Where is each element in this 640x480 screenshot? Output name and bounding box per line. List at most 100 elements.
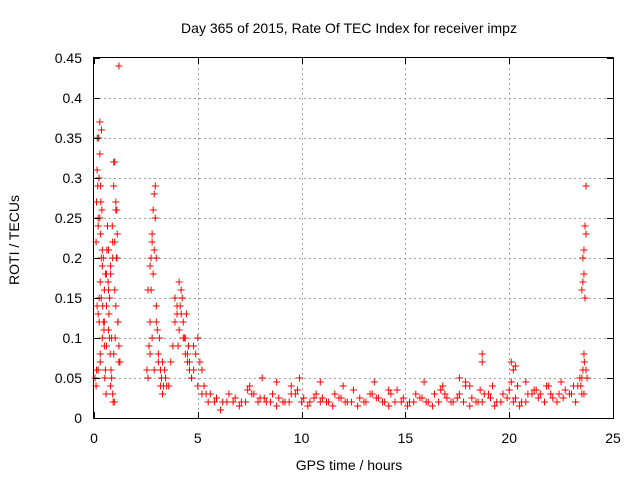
data-point	[331, 390, 339, 398]
data-point	[113, 230, 121, 238]
data-point	[275, 394, 283, 402]
data-point	[93, 166, 101, 174]
data-point	[198, 366, 206, 374]
x-tick-label: 25	[605, 430, 621, 446]
data-point	[559, 394, 567, 402]
data-point	[555, 390, 563, 398]
data-point	[184, 342, 192, 350]
data-point	[503, 394, 511, 402]
data-point	[478, 358, 486, 366]
data-point	[579, 278, 587, 286]
data-point	[173, 310, 181, 318]
data-point	[149, 206, 157, 214]
data-point	[107, 262, 115, 270]
data-point	[194, 334, 202, 342]
data-point	[509, 366, 517, 374]
data-point	[206, 390, 214, 398]
data-point	[406, 398, 414, 406]
data-point	[167, 358, 175, 366]
data-point	[578, 286, 586, 294]
data-point	[258, 374, 266, 382]
data-point	[171, 318, 179, 326]
data-point	[152, 254, 160, 262]
data-point	[155, 334, 163, 342]
data-point	[100, 318, 108, 326]
y-tick-label: 0	[74, 410, 82, 426]
data-point	[304, 402, 312, 410]
data-point	[111, 286, 119, 294]
grid-lines	[94, 58, 613, 418]
data-point	[145, 342, 153, 350]
data-point	[107, 270, 115, 278]
data-point	[102, 302, 110, 310]
data-point	[306, 398, 314, 406]
data-point	[582, 182, 590, 190]
data-point	[110, 158, 118, 166]
data-point	[579, 254, 587, 262]
data-point	[337, 394, 345, 402]
data-point	[150, 190, 158, 198]
y-tick-label: 0.3	[63, 170, 83, 186]
data-point	[466, 382, 474, 390]
y-axis-label: ROTI / TECUs	[6, 195, 22, 285]
data-point	[487, 394, 495, 402]
data-point	[97, 198, 105, 206]
data-point	[468, 394, 476, 402]
data-point	[112, 206, 120, 214]
data-point	[296, 374, 304, 382]
data-point	[198, 390, 206, 398]
data-point	[179, 318, 187, 326]
data-point	[175, 278, 183, 286]
data-point	[518, 398, 526, 406]
data-point	[511, 394, 519, 402]
data-point	[146, 318, 154, 326]
data-point	[162, 374, 170, 382]
data-point	[368, 390, 376, 398]
data-point	[462, 378, 470, 386]
data-point	[460, 398, 468, 406]
data-point	[104, 278, 112, 286]
data-point	[507, 378, 515, 386]
data-point	[381, 398, 389, 406]
data-point	[112, 302, 120, 310]
data-point	[281, 398, 289, 406]
data-point	[583, 374, 591, 382]
data-point	[148, 230, 156, 238]
data-point	[350, 386, 357, 394]
x-tick-label: 0	[90, 430, 98, 446]
data-point	[212, 394, 220, 402]
data-point	[387, 390, 395, 398]
data-point	[94, 310, 102, 318]
y-tick-label: 0.45	[55, 50, 82, 66]
data-point	[499, 390, 507, 398]
data-point	[580, 350, 588, 358]
data-point	[146, 262, 154, 270]
data-point	[557, 378, 565, 386]
data-point	[148, 238, 156, 246]
data-markers	[91, 62, 591, 414]
data-point	[105, 286, 113, 294]
data-point	[514, 382, 522, 390]
data-point	[420, 378, 428, 386]
y-tick-label: 0.15	[55, 290, 82, 306]
plot-frame	[93, 57, 614, 419]
data-point	[491, 402, 499, 410]
data-point	[103, 222, 111, 230]
axis-ticks	[94, 58, 614, 419]
data-point	[316, 378, 324, 386]
data-point	[293, 386, 301, 394]
data-point	[424, 398, 432, 406]
data-point	[146, 350, 154, 358]
data-point	[175, 326, 183, 334]
data-point	[113, 254, 121, 262]
data-point	[107, 382, 115, 390]
data-point	[161, 366, 169, 374]
data-point	[466, 402, 474, 410]
data-point	[171, 294, 179, 302]
data-point	[185, 358, 193, 366]
y-tick-label: 0.1	[63, 330, 83, 346]
data-point	[579, 366, 587, 374]
y-tick-labels: 0 0.05 0.1 0.15 0.2 0.25 0.3 0.35 0.4 0.45	[55, 50, 82, 426]
data-point	[329, 402, 337, 410]
data-point	[102, 390, 110, 398]
